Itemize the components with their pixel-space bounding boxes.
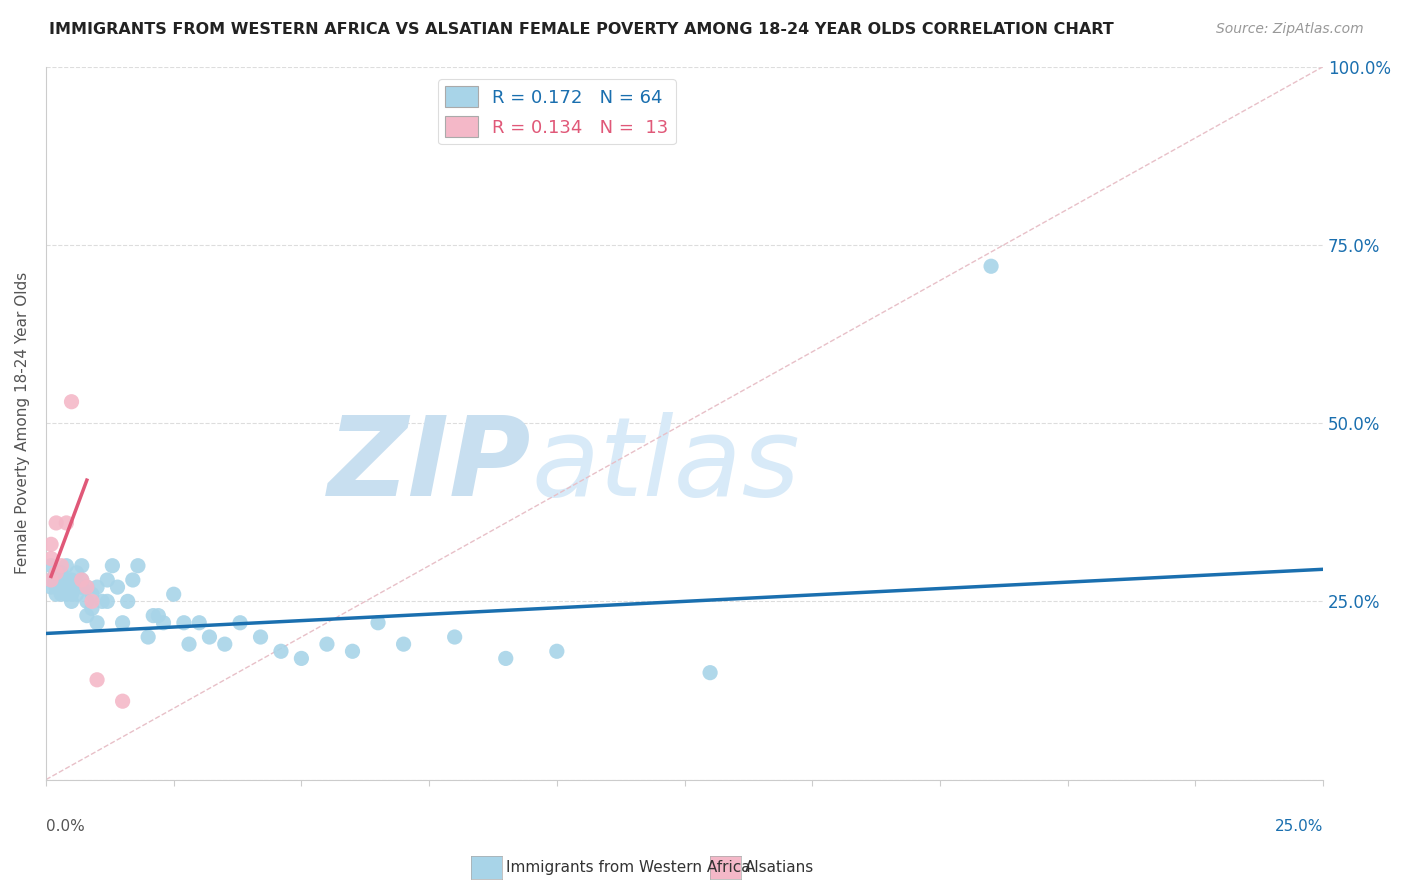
Point bbox=[198, 630, 221, 644]
Point bbox=[70, 580, 93, 594]
Point bbox=[546, 644, 568, 658]
Point bbox=[80, 601, 103, 615]
Point bbox=[290, 651, 312, 665]
Point bbox=[142, 608, 165, 623]
Point bbox=[495, 651, 517, 665]
Point bbox=[443, 630, 465, 644]
Text: 0.0%: 0.0% bbox=[46, 819, 84, 834]
Point bbox=[55, 558, 77, 573]
Point bbox=[148, 608, 170, 623]
Point bbox=[65, 587, 87, 601]
Point bbox=[55, 580, 77, 594]
Point bbox=[65, 580, 87, 594]
Point bbox=[45, 566, 67, 580]
Point bbox=[76, 594, 98, 608]
Point bbox=[39, 537, 62, 551]
Text: IMMIGRANTS FROM WESTERN AFRICA VS ALSATIAN FEMALE POVERTY AMONG 18-24 YEAR OLDS : IMMIGRANTS FROM WESTERN AFRICA VS ALSATI… bbox=[49, 22, 1114, 37]
Point bbox=[51, 580, 73, 594]
Point bbox=[117, 594, 139, 608]
Point bbox=[980, 259, 1002, 273]
Text: Source: ZipAtlas.com: Source: ZipAtlas.com bbox=[1216, 22, 1364, 37]
Point bbox=[70, 573, 93, 587]
Y-axis label: Female Poverty Among 18-24 Year Olds: Female Poverty Among 18-24 Year Olds bbox=[15, 272, 30, 574]
Point bbox=[60, 587, 83, 601]
Point bbox=[51, 587, 73, 601]
Point bbox=[249, 630, 271, 644]
Text: ZIP: ZIP bbox=[328, 412, 531, 519]
Point bbox=[86, 673, 108, 687]
Point bbox=[65, 566, 87, 580]
Point bbox=[55, 573, 77, 587]
Point bbox=[107, 580, 129, 594]
Point bbox=[76, 608, 98, 623]
Point bbox=[316, 637, 339, 651]
Point bbox=[392, 637, 415, 651]
Point bbox=[177, 637, 200, 651]
Point bbox=[86, 580, 108, 594]
Point bbox=[55, 587, 77, 601]
Point bbox=[96, 573, 118, 587]
Point bbox=[80, 594, 103, 608]
Text: 25.0%: 25.0% bbox=[1275, 819, 1323, 834]
Point bbox=[39, 580, 62, 594]
Point bbox=[39, 573, 62, 587]
Point bbox=[70, 573, 93, 587]
Point bbox=[270, 644, 292, 658]
Point bbox=[91, 594, 114, 608]
Point bbox=[76, 580, 98, 594]
Point bbox=[96, 594, 118, 608]
Point bbox=[136, 630, 159, 644]
Point bbox=[60, 573, 83, 587]
Point bbox=[51, 558, 73, 573]
Text: Alsatians: Alsatians bbox=[745, 860, 814, 874]
Point bbox=[76, 580, 98, 594]
Point bbox=[70, 558, 93, 573]
Point bbox=[39, 558, 62, 573]
Point bbox=[229, 615, 252, 630]
Point bbox=[55, 516, 77, 530]
Point bbox=[699, 665, 721, 680]
Point bbox=[367, 615, 389, 630]
Legend: R = 0.172   N = 64, R = 0.134   N =  13: R = 0.172 N = 64, R = 0.134 N = 13 bbox=[439, 79, 676, 145]
Point bbox=[39, 551, 62, 566]
Point bbox=[188, 615, 211, 630]
Point bbox=[173, 615, 195, 630]
Point bbox=[86, 615, 108, 630]
Point bbox=[39, 573, 62, 587]
Point bbox=[51, 566, 73, 580]
Point bbox=[45, 580, 67, 594]
Point bbox=[45, 516, 67, 530]
Point bbox=[163, 587, 186, 601]
Point bbox=[101, 558, 124, 573]
Point bbox=[342, 644, 364, 658]
Point bbox=[60, 594, 83, 608]
Point bbox=[51, 573, 73, 587]
Point bbox=[80, 587, 103, 601]
Point bbox=[45, 566, 67, 580]
Text: atlas: atlas bbox=[531, 412, 800, 519]
Point bbox=[121, 573, 143, 587]
Point bbox=[152, 615, 174, 630]
Point bbox=[60, 394, 83, 409]
Text: Immigrants from Western Africa: Immigrants from Western Africa bbox=[506, 860, 751, 874]
Point bbox=[214, 637, 236, 651]
Point bbox=[45, 573, 67, 587]
Point bbox=[111, 694, 134, 708]
Point bbox=[45, 587, 67, 601]
Point bbox=[111, 615, 134, 630]
Point bbox=[127, 558, 149, 573]
Point bbox=[60, 580, 83, 594]
